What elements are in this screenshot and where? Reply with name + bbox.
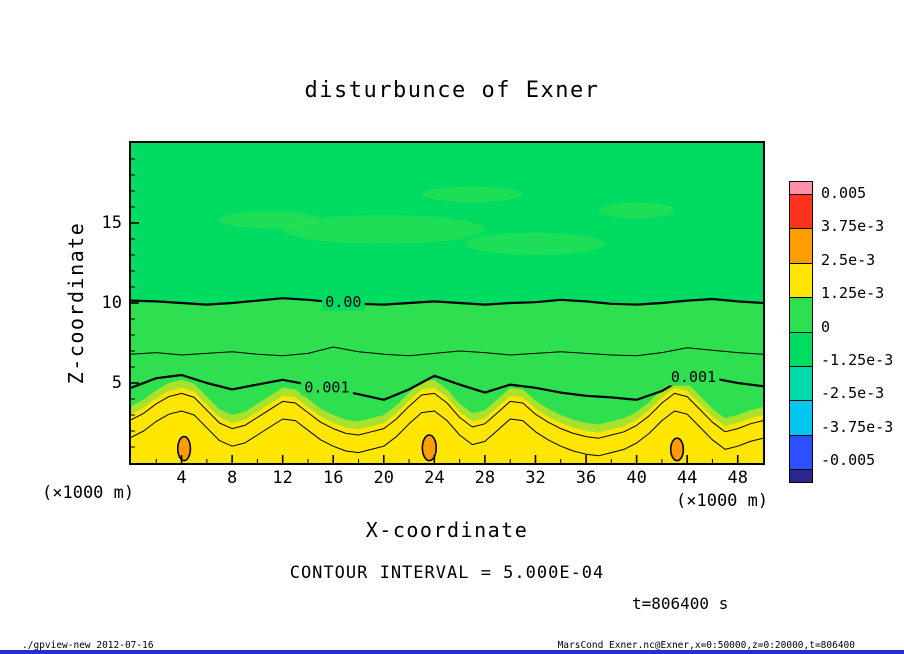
colorbar-band [790, 228, 812, 263]
x-tick-label: 20 [373, 468, 395, 488]
colorbar-label: 2.5e-3 [821, 250, 876, 269]
x-axis-label: X-coordinate [365, 518, 529, 542]
contour-label-bg [667, 367, 720, 386]
colorbar-band [790, 262, 812, 298]
colorbar-band [790, 469, 812, 483]
colorbar-label: 3.75e-3 [821, 217, 885, 236]
colorbar [789, 181, 813, 484]
x-tick-label: 36 [575, 468, 597, 488]
contour-line-half [131, 346, 763, 357]
contour-label-bg [300, 378, 353, 396]
contour-line-two [131, 410, 763, 457]
contour-label: 0.00 [325, 293, 361, 311]
colorbar-label: -3.75e-3 [821, 417, 894, 436]
x-tick-label: 44 [676, 468, 698, 488]
contour-label-bg [321, 292, 365, 311]
x-tick-label: 48 [727, 468, 748, 488]
contour-line-zero [131, 297, 763, 306]
colorbar-band [790, 400, 812, 435]
contour-label: 0.001 [671, 368, 716, 386]
tone-patch [219, 211, 321, 229]
plot-area: 0.00 0.001 0.001 [129, 141, 765, 465]
z-tick-label: 15 [101, 213, 122, 233]
colorbar-label: -2.5e-3 [821, 384, 885, 403]
colorbar-band [790, 182, 812, 194]
z-axis-unit: (×1000 m) [42, 483, 135, 503]
x-tick-label: 8 [226, 468, 238, 488]
contour-label: 0.001 [304, 379, 349, 397]
contour-field-svg: 0.00 0.001 0.001 [131, 143, 763, 463]
colorbar-band [790, 194, 812, 229]
x-tick-label: 4 [176, 468, 187, 488]
page-title: disturbunce of Exner [304, 78, 600, 103]
z-tick-label: 5 [111, 373, 122, 393]
colorbar-band [790, 297, 812, 332]
tone-patch [465, 232, 605, 255]
x-tick-label: 16 [322, 468, 344, 488]
bottom-window-strip [0, 650, 904, 654]
time-label: t=806400 s [632, 594, 729, 613]
contour-blob [176, 435, 192, 462]
contour-line-one [131, 373, 763, 401]
colorbar-label: 1.25e-3 [821, 284, 885, 303]
x-tick-label: 24 [424, 468, 445, 488]
colorbar-band [790, 331, 812, 366]
x-tick-label: 40 [626, 468, 647, 488]
x-tick-label: 12 [272, 468, 293, 488]
z-tick-label: 10 [101, 293, 122, 313]
x-tick-label: 32 [525, 468, 546, 488]
footer-command-text: ./gpview-new 2012-07-16 [22, 640, 154, 651]
x-tick-label: 28 [474, 468, 496, 488]
tone-patch [282, 215, 485, 244]
colorbar-label: 0.005 [821, 184, 867, 202]
contour-line-onefive [131, 392, 763, 439]
contour-blob [669, 437, 685, 462]
contour-interval-label: CONTOUR INTERVAL = 5.000E-04 [289, 563, 605, 583]
footer-file-text: MarsCond_Exner.nc@Exner,x=0:50000,z=0:20… [557, 640, 855, 651]
colorbar-label: -0.005 [821, 451, 876, 470]
colorbar-band [790, 365, 812, 401]
tone-band-band125 [131, 387, 763, 463]
tone-patch [421, 186, 523, 203]
x-axis-unit: (×1000 m) [676, 491, 769, 511]
colorbar-label: -1.25e-3 [821, 351, 894, 369]
contour-blob [421, 434, 438, 462]
colorbar-band [790, 434, 812, 470]
tone-patch [598, 202, 675, 219]
colorbar-label: 0 [821, 317, 831, 336]
